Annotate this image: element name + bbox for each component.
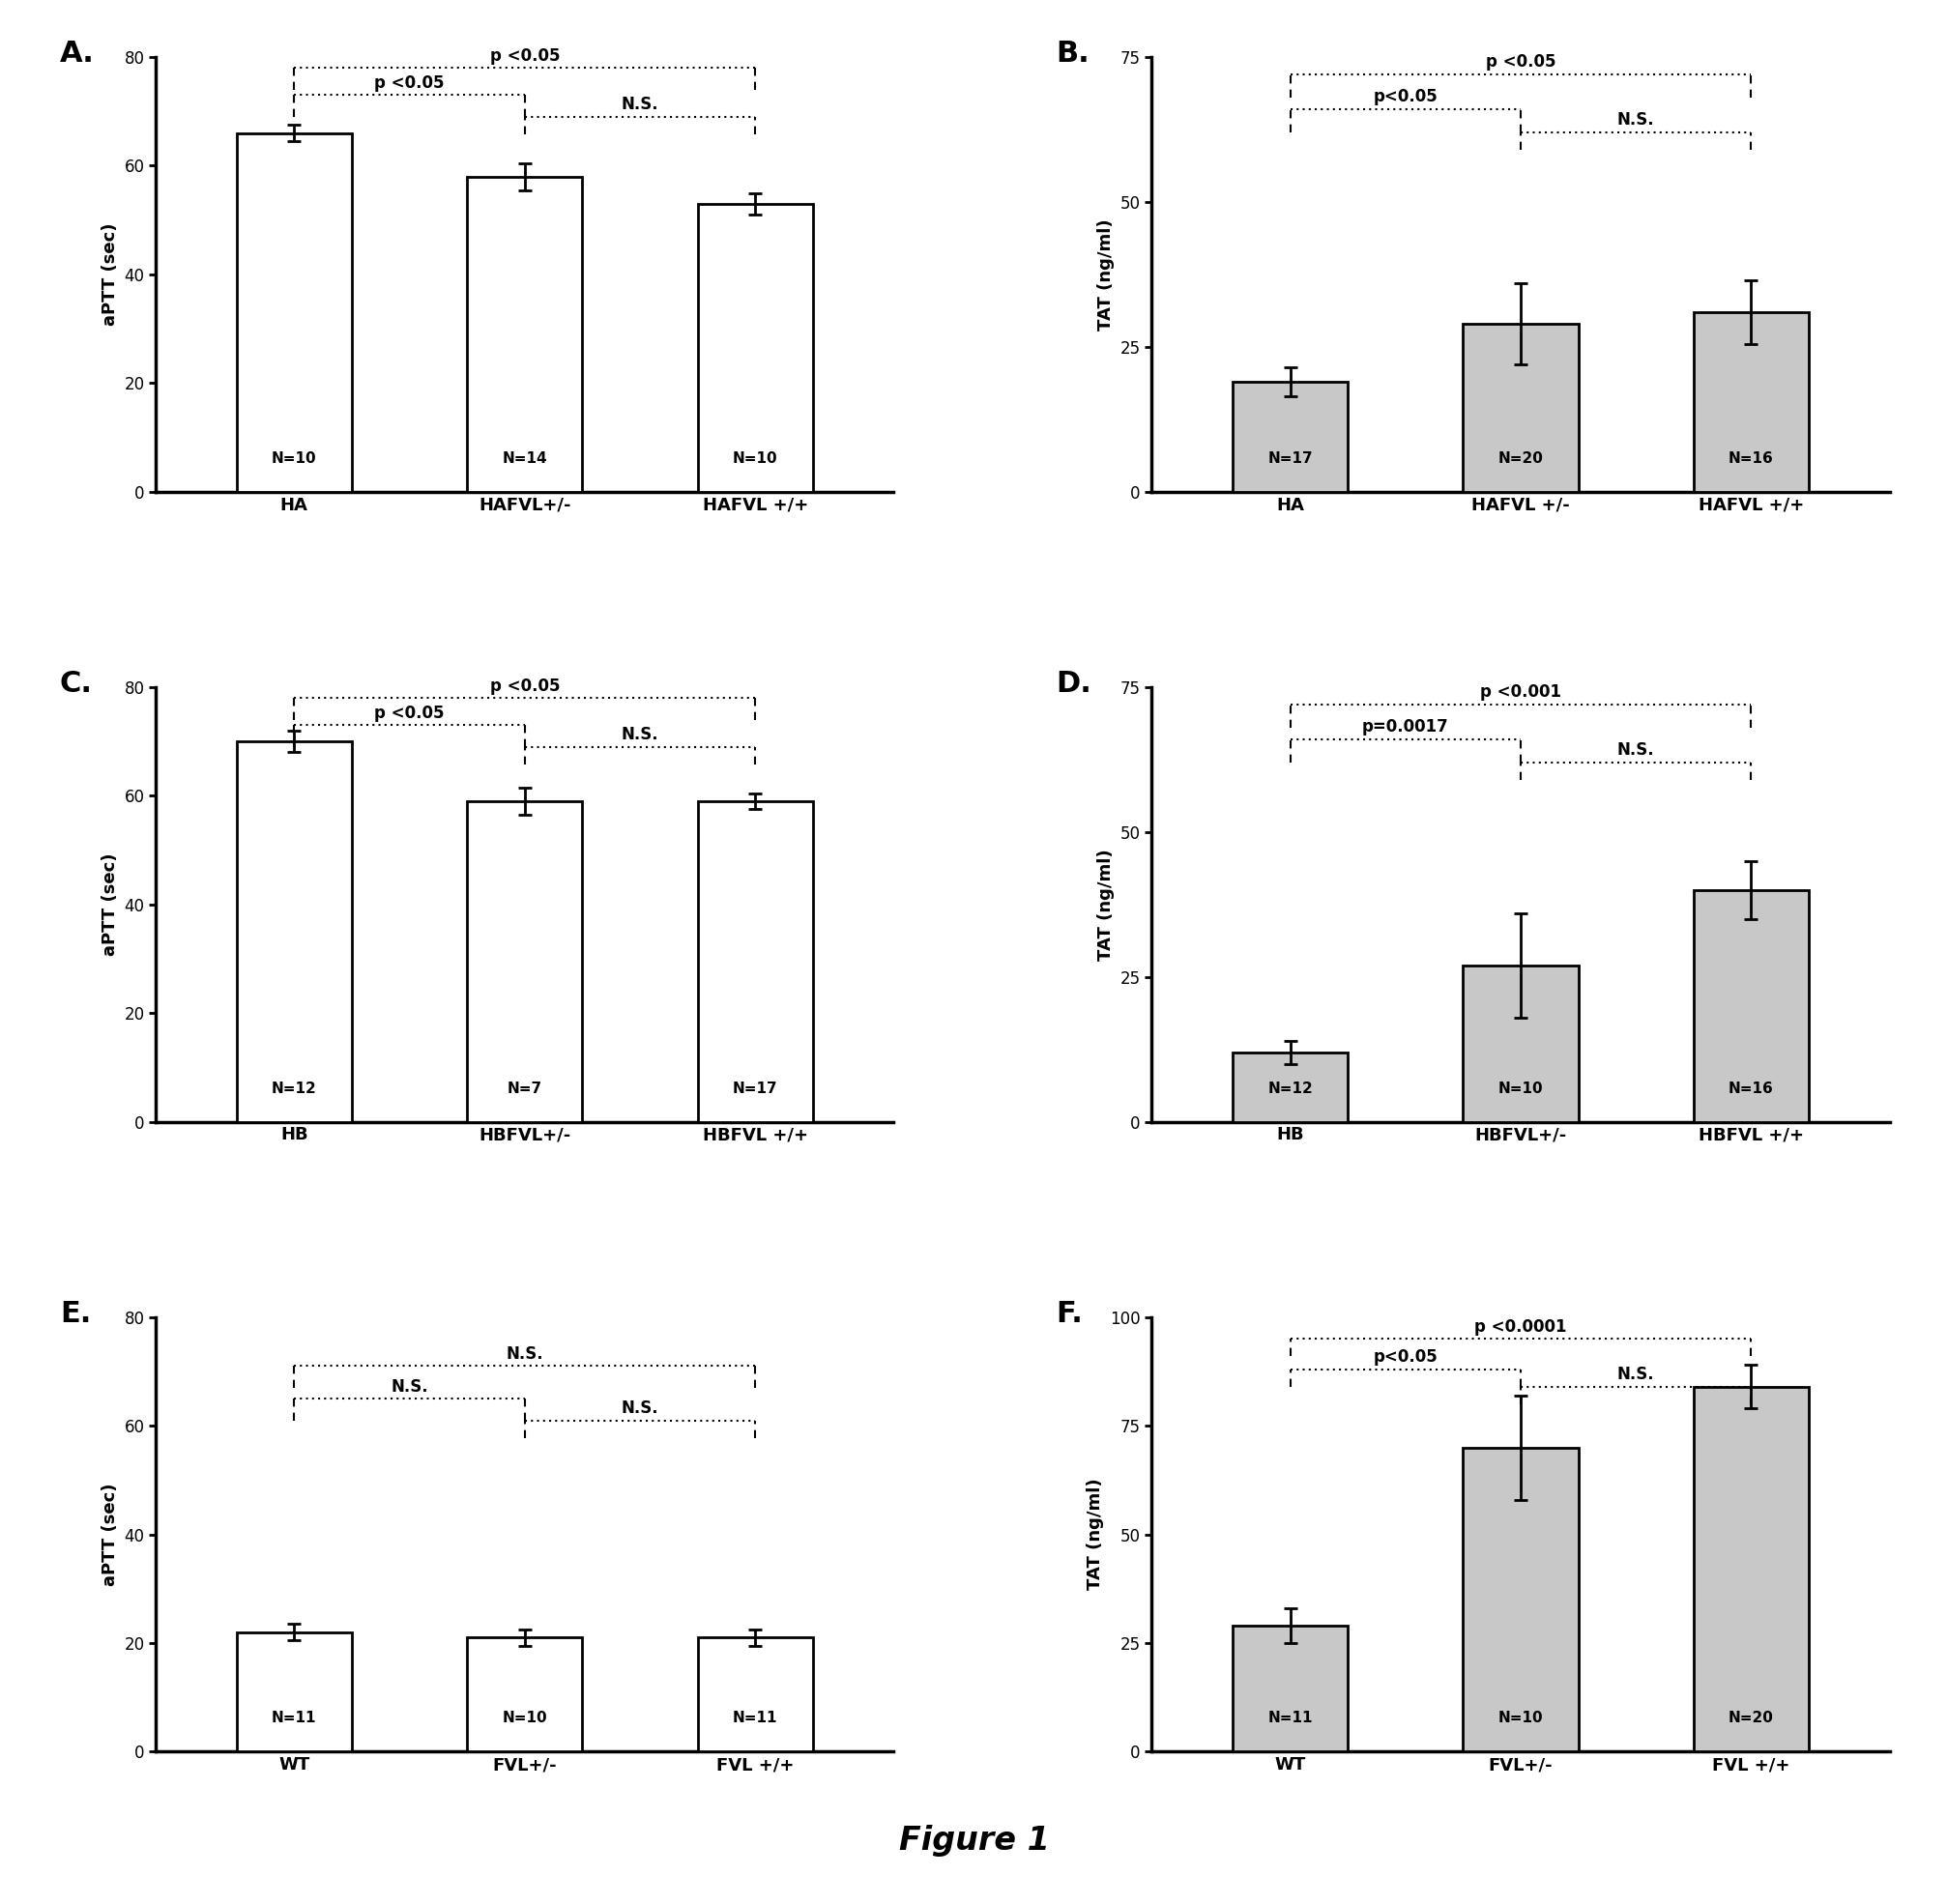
Bar <box>236 133 352 491</box>
Bar <box>697 802 812 1121</box>
Bar <box>467 177 582 491</box>
Y-axis label: TAT (ng/ml): TAT (ng/ml) <box>1086 1479 1104 1590</box>
Bar <box>1232 1053 1347 1121</box>
Bar <box>1462 965 1577 1121</box>
Text: N=17: N=17 <box>1267 451 1312 466</box>
Y-axis label: aPTT (sec): aPTT (sec) <box>101 223 119 326</box>
Text: C.: C. <box>60 670 93 697</box>
Bar <box>1232 381 1347 491</box>
Text: N=12: N=12 <box>1267 1081 1312 1095</box>
Text: N=7: N=7 <box>506 1081 541 1095</box>
Text: N=20: N=20 <box>1727 1712 1774 1725</box>
Text: N=11: N=11 <box>271 1712 317 1725</box>
Text: A.: A. <box>60 40 95 69</box>
Bar <box>1462 324 1577 491</box>
Text: p <0.05: p <0.05 <box>374 704 444 722</box>
Text: N=11: N=11 <box>732 1712 777 1725</box>
Text: N=10: N=10 <box>1497 1712 1542 1725</box>
Text: E.: E. <box>60 1300 92 1327</box>
Text: N=11: N=11 <box>1267 1712 1312 1725</box>
Text: p <0.05: p <0.05 <box>489 48 559 65</box>
Bar <box>236 1632 352 1752</box>
Bar <box>236 741 352 1121</box>
Text: D.: D. <box>1055 670 1090 697</box>
Text: N=10: N=10 <box>502 1712 547 1725</box>
Bar <box>1692 1386 1809 1752</box>
Text: p <0.001: p <0.001 <box>1480 684 1560 701</box>
Y-axis label: TAT (ng/ml): TAT (ng/ml) <box>1096 219 1114 329</box>
Text: p <0.0001: p <0.0001 <box>1474 1318 1565 1335</box>
Y-axis label: TAT (ng/ml): TAT (ng/ml) <box>1096 849 1114 960</box>
Text: N.S.: N.S. <box>1616 1365 1653 1382</box>
Text: N=16: N=16 <box>1727 1081 1774 1095</box>
Text: N.S.: N.S. <box>1616 112 1653 129</box>
Text: N=14: N=14 <box>502 451 547 466</box>
Text: N.S.: N.S. <box>391 1378 428 1396</box>
Text: N.S.: N.S. <box>621 725 658 743</box>
Text: N.S.: N.S. <box>621 95 658 114</box>
Text: p<0.05: p<0.05 <box>1373 1348 1437 1365</box>
Text: p <0.05: p <0.05 <box>374 74 444 91</box>
Text: Figure 1: Figure 1 <box>898 1824 1049 1856</box>
Text: N=20: N=20 <box>1497 451 1542 466</box>
Y-axis label: aPTT (sec): aPTT (sec) <box>101 853 119 956</box>
Bar <box>697 1637 812 1752</box>
Text: N.S.: N.S. <box>621 1399 658 1417</box>
Text: N.S.: N.S. <box>506 1346 543 1363</box>
Bar <box>1692 312 1809 491</box>
Text: B.: B. <box>1055 40 1088 69</box>
Text: p<0.05: p<0.05 <box>1373 88 1437 107</box>
Text: N=17: N=17 <box>732 1081 777 1095</box>
Text: N=10: N=10 <box>271 451 317 466</box>
Bar <box>1462 1447 1577 1752</box>
Y-axis label: aPTT (sec): aPTT (sec) <box>101 1483 119 1586</box>
Bar <box>697 204 812 491</box>
Text: F.: F. <box>1055 1300 1083 1327</box>
Text: p=0.0017: p=0.0017 <box>1361 718 1449 735</box>
Bar <box>1232 1626 1347 1752</box>
Text: p <0.05: p <0.05 <box>489 678 559 695</box>
Text: p <0.05: p <0.05 <box>1486 53 1556 70</box>
Text: N.S.: N.S. <box>1616 741 1653 760</box>
Bar <box>467 802 582 1121</box>
Text: N=16: N=16 <box>1727 451 1774 466</box>
Text: N=10: N=10 <box>732 451 777 466</box>
Bar <box>1692 889 1809 1121</box>
Bar <box>467 1637 582 1752</box>
Text: N=12: N=12 <box>271 1081 317 1095</box>
Text: N=10: N=10 <box>1497 1081 1542 1095</box>
